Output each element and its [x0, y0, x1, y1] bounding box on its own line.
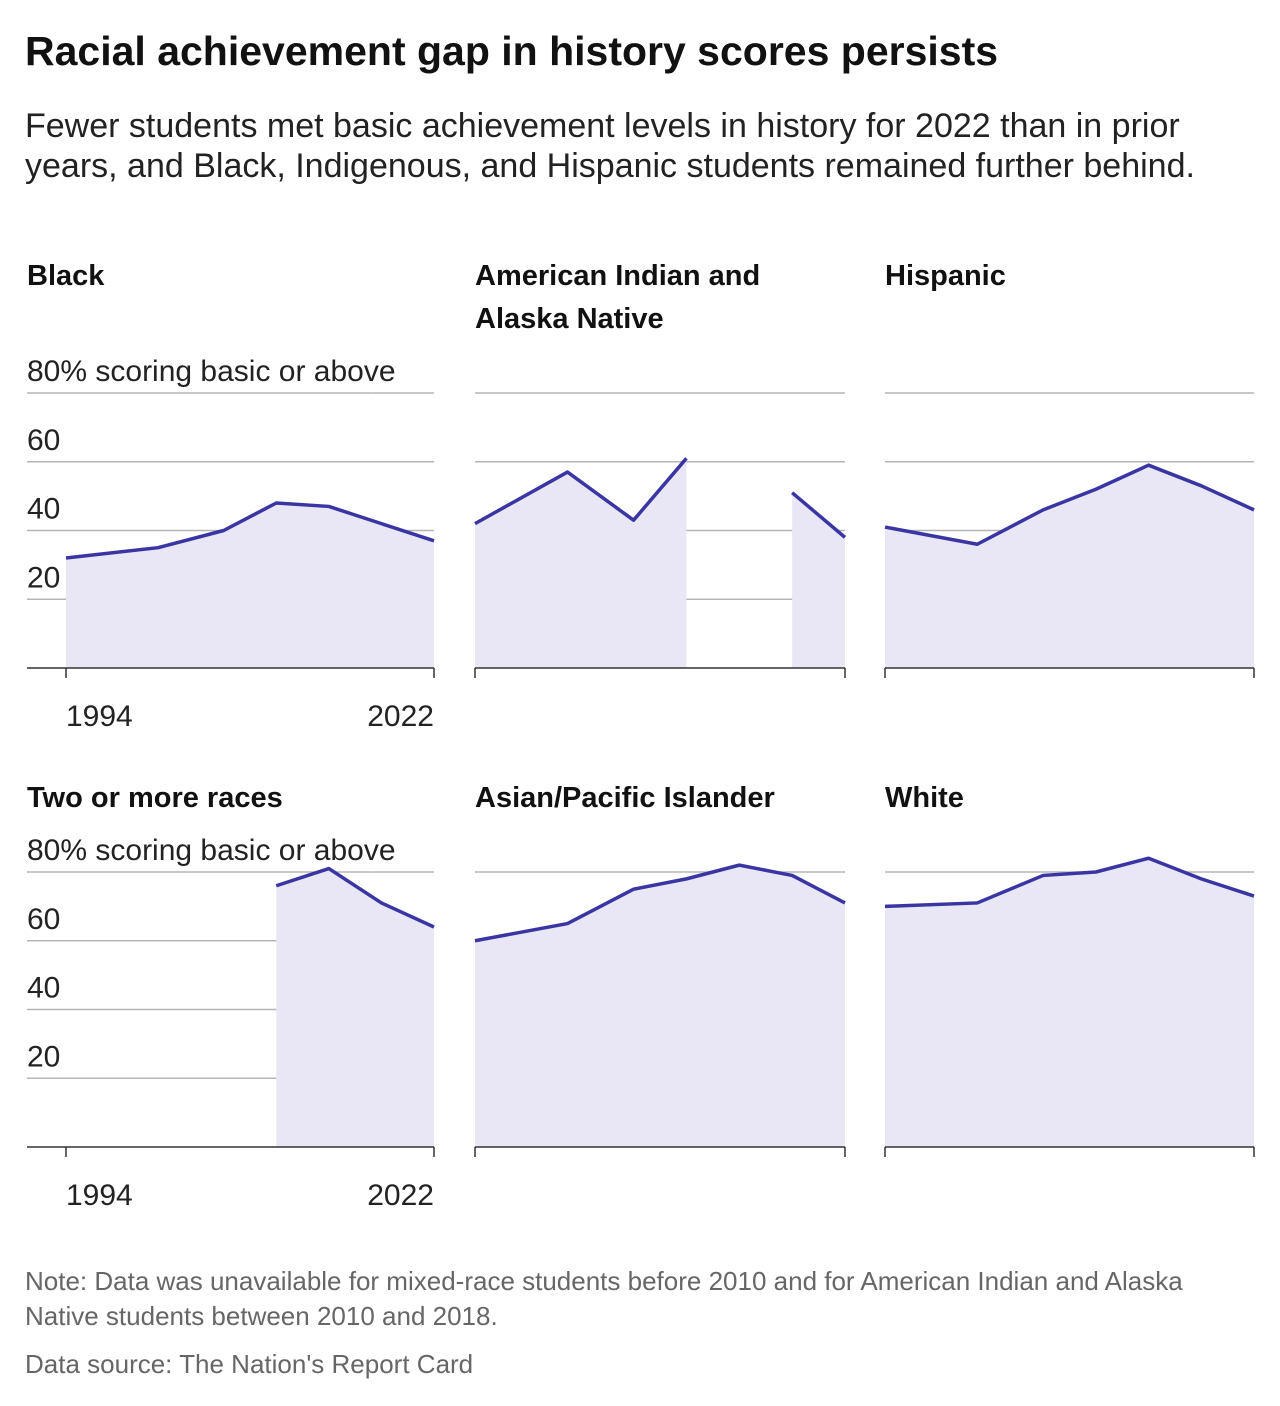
panel-title: White	[885, 782, 964, 814]
line	[884, 463, 1255, 546]
y-tick-label: 40	[27, 493, 60, 526]
x-tick-label: 1994	[66, 700, 133, 733]
panel-title: Asian/Pacific Islander	[475, 782, 775, 814]
line	[275, 866, 435, 929]
subtitle: Fewer students met basic achievement lev…	[25, 107, 1195, 185]
panel-title: Two or more races	[27, 782, 283, 814]
y-tick-label: 20	[27, 1040, 60, 1073]
y-tick-label: 60	[27, 903, 60, 936]
y-tick-label: 40	[27, 972, 60, 1005]
title: Racial achievement gap in history scores…	[25, 28, 999, 74]
panel-title: Black	[27, 260, 105, 292]
source: Data source: The Nation's Report Card	[25, 1349, 474, 1379]
line	[474, 863, 846, 943]
area	[475, 458, 845, 668]
y-tick-label: 80% scoring basic or above	[27, 834, 396, 867]
y-tick-label: 80% scoring basic or above	[27, 355, 396, 388]
line	[474, 457, 847, 539]
y-tick-label: 60	[27, 424, 60, 457]
area	[885, 465, 1254, 668]
area	[475, 865, 845, 1147]
x-tick-label: 1994	[66, 1179, 133, 1212]
line	[884, 856, 1255, 909]
line	[65, 501, 435, 560]
panel-title: American Indian and Alaska Native	[475, 260, 761, 335]
area	[276, 868, 434, 1147]
panel-title: Hispanic	[885, 260, 1006, 292]
y-tick-label: 20	[27, 561, 60, 594]
note: Note: Data was unavailable for mixed-rac…	[25, 1266, 1183, 1331]
area	[66, 503, 434, 668]
x-tick-label: 2022	[367, 700, 434, 733]
x-tick-label: 2022	[367, 1179, 434, 1212]
area	[885, 858, 1254, 1147]
